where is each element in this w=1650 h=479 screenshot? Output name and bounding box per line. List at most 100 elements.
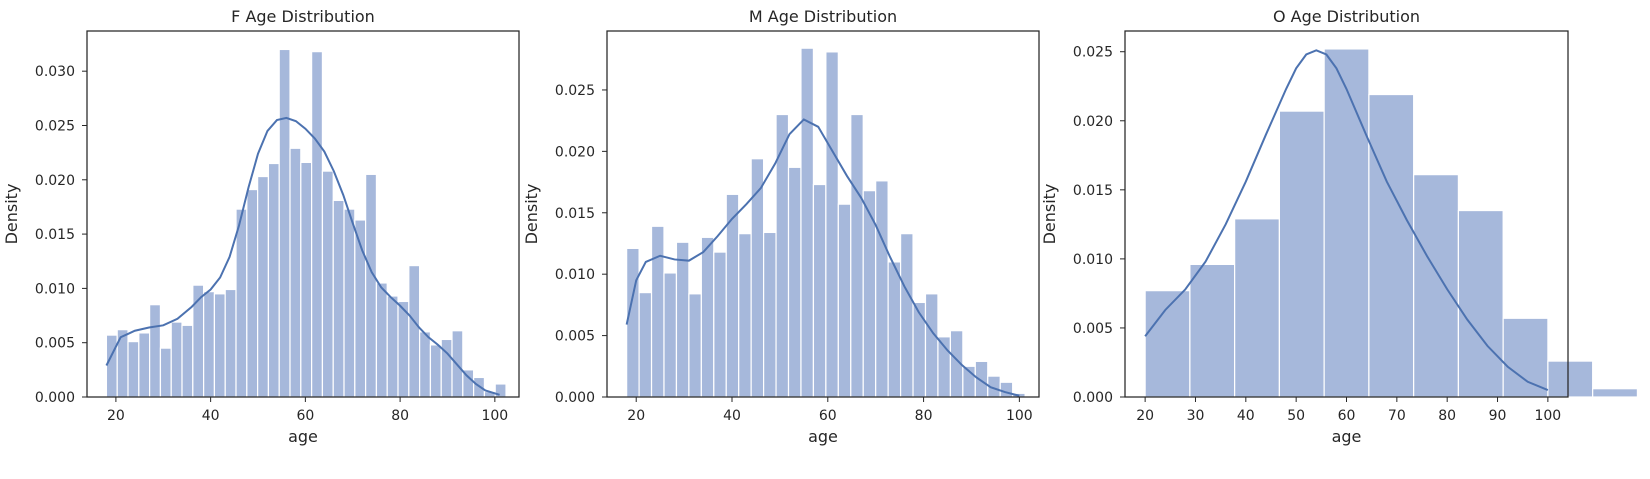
histogram-bar <box>257 175 270 398</box>
y-tick-label: 0.010 <box>1073 252 1113 268</box>
histogram-bars <box>1144 48 1639 398</box>
x-tick-label: 80 <box>1438 408 1456 424</box>
histogram-bar <box>267 162 280 398</box>
histogram-bar <box>429 344 442 398</box>
histogram-bar <box>105 334 118 398</box>
histogram-bar <box>386 295 399 398</box>
x-tick-label: 50 <box>1287 408 1305 424</box>
histogram-bar <box>663 272 678 398</box>
y-tick-label: 0.010 <box>555 267 595 283</box>
histogram-bar <box>321 170 334 398</box>
chart-panel-0: 20 40 60 80 100 0.000 0.005 0.010 0.015 0.020 0.02… <box>2 7 520 446</box>
histogram-bar <box>1502 317 1549 398</box>
histogram-bar <box>365 173 378 398</box>
histogram-bar <box>213 293 226 398</box>
histogram-bar <box>875 180 889 398</box>
y-tick-label: 0.020 <box>35 173 75 189</box>
histogram-bar <box>419 331 432 398</box>
x-tick-label: 100 <box>1006 408 1033 424</box>
histogram-bar <box>850 113 864 398</box>
chart-panel-2: 20 30 40 50 60 70 80 90 100 0.000 0.005 0.010 0.015 0… <box>1040 7 1639 446</box>
y-tick-label: 0.000 <box>555 390 595 406</box>
x-tick-label: 60 <box>296 408 314 424</box>
histogram-bar <box>138 332 151 398</box>
plot-frame <box>86 30 520 398</box>
histogram-bar <box>675 241 690 398</box>
histogram-bar <box>235 208 248 398</box>
x-tick-label: 80 <box>391 408 409 424</box>
x-axis-label: age <box>808 427 838 446</box>
x-tick-label: 30 <box>1187 408 1205 424</box>
histogram-bar <box>750 158 765 398</box>
histogram-bar <box>1413 174 1460 398</box>
histogram-bar <box>192 284 205 398</box>
kde-curve <box>105 116 500 396</box>
histogram-bar <box>812 183 827 398</box>
histogram-bar <box>397 300 410 398</box>
histogram-bar <box>300 161 313 398</box>
histogram-bar <box>343 208 356 398</box>
histogram-bars <box>105 48 507 398</box>
histogram-bar <box>1278 110 1325 398</box>
histogram-bar <box>887 261 902 398</box>
y-tick-label: 0.000 <box>35 390 75 406</box>
histogram-bars <box>626 47 1026 398</box>
histogram-bar <box>494 383 507 398</box>
x-tick-label: 100 <box>1534 408 1561 424</box>
x-tick-label: 20 <box>107 408 125 424</box>
x-axis-label: age <box>288 427 318 446</box>
histogram-bar <box>825 51 839 398</box>
x-tick-label: 100 <box>481 408 508 424</box>
histogram-bar <box>974 360 989 398</box>
chart-title: F Age Distribution <box>231 7 375 26</box>
histogram-bar <box>159 347 172 398</box>
histogram-bar <box>375 282 388 398</box>
y-axis-label: Density <box>1040 184 1059 245</box>
kde-curve <box>625 118 1020 397</box>
histogram-bar <box>924 293 939 398</box>
x-tick-label: 20 <box>1136 408 1154 424</box>
plot-frame <box>606 30 1040 398</box>
y-axis-label: Density <box>522 184 541 245</box>
histogram-bar <box>738 233 752 398</box>
x-tick-label: 90 <box>1489 408 1507 424</box>
histogram-bar <box>181 324 194 398</box>
histogram-bar <box>999 381 1014 398</box>
kde-curve <box>1144 49 1549 392</box>
histogram-bar <box>700 236 715 398</box>
histogram-bar <box>278 48 291 398</box>
histogram-bar <box>332 199 345 398</box>
y-tick-label: 0.010 <box>35 281 75 297</box>
x-tick-label: 20 <box>627 408 645 424</box>
y-tick-label: 0.020 <box>555 144 595 160</box>
histogram-bar <box>650 225 665 398</box>
histogram-bar <box>311 51 324 398</box>
histogram-bar <box>203 291 216 398</box>
histogram-bar <box>688 293 702 398</box>
x-tick-label: 80 <box>915 408 933 424</box>
x-tick-label: 70 <box>1388 408 1406 424</box>
x-tick-label: 40 <box>723 408 741 424</box>
histogram-bar <box>899 233 914 398</box>
x-axis-label: age <box>1332 427 1362 446</box>
histogram-bar <box>224 288 237 398</box>
histogram-bar <box>246 188 259 398</box>
y-tick-label: 0.015 <box>35 227 75 243</box>
y-tick-label: 0.030 <box>35 64 75 80</box>
y-tick-label: 0.005 <box>555 329 595 345</box>
chart-title: O Age Distribution <box>1273 7 1420 26</box>
histogram-bar <box>912 301 927 398</box>
histogram-bar <box>1457 209 1504 398</box>
x-tick-label: 60 <box>1338 408 1356 424</box>
y-tick-label: 0.000 <box>1073 390 1113 406</box>
histogram-bar <box>626 247 640 398</box>
y-tick-label: 0.005 <box>1073 321 1113 337</box>
histogram-bar <box>837 203 852 398</box>
histogram-bar <box>127 341 140 398</box>
histogram-bar <box>1547 360 1594 398</box>
y-tick-label: 0.015 <box>1073 183 1113 199</box>
y-tick-label: 0.025 <box>35 118 75 134</box>
histogram-bar <box>638 292 653 398</box>
histogram-bar <box>149 304 162 398</box>
